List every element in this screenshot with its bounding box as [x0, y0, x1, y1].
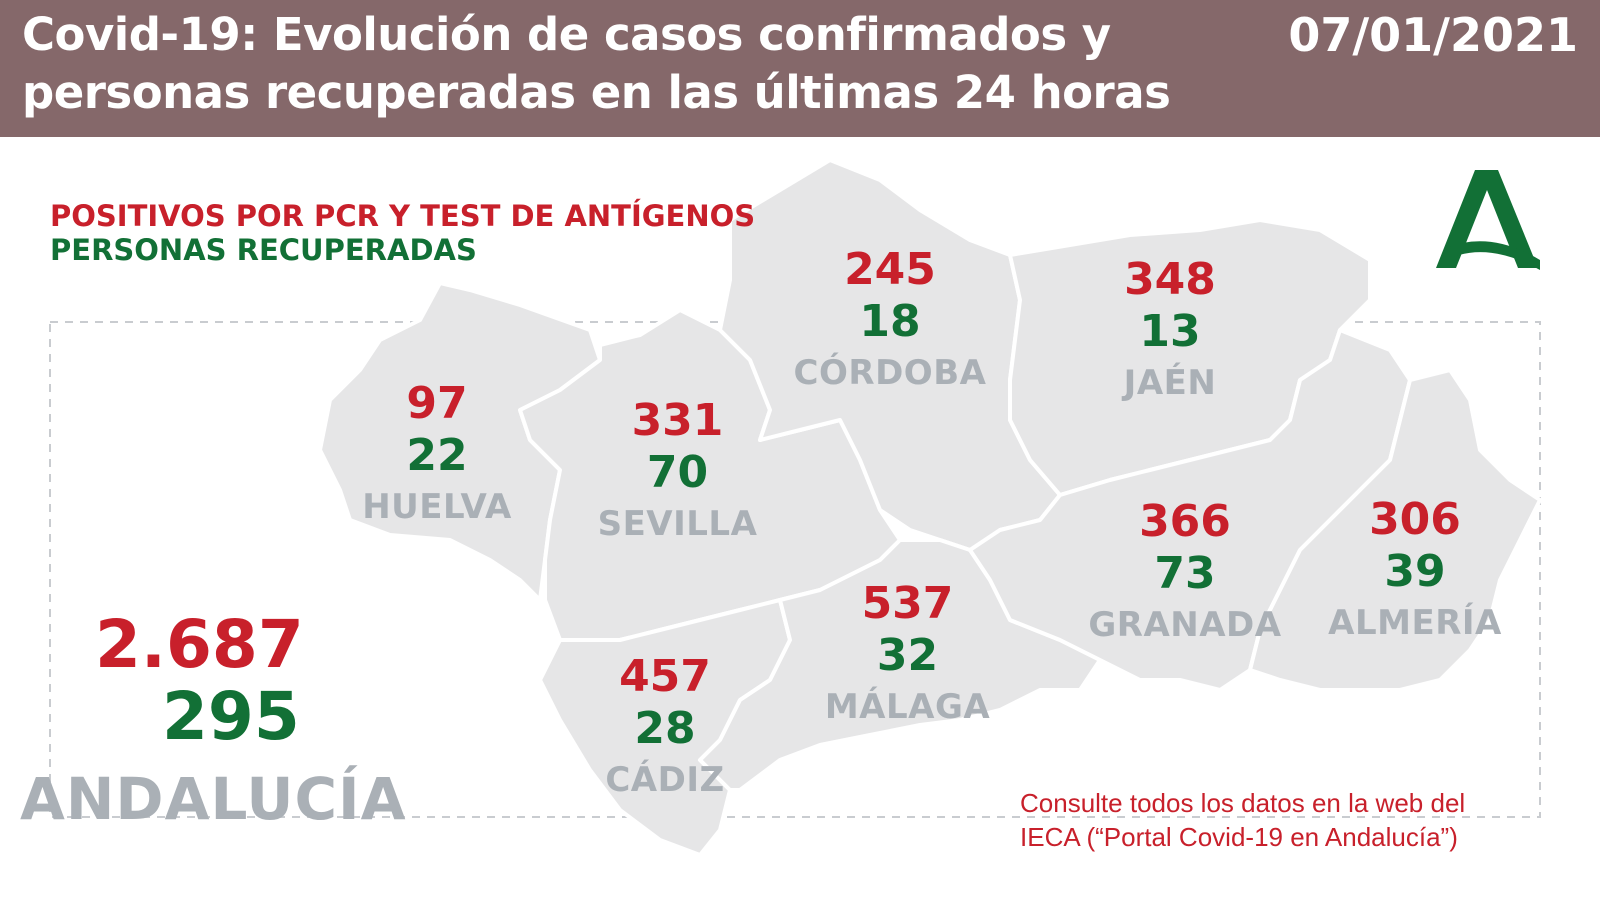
province-recovered: 28: [634, 703, 696, 754]
province-positives: 97: [406, 378, 468, 429]
header-banner: Covid-19: Evolución de casos confirmados…: [0, 0, 1600, 137]
source-footnote: Consulte todos los datos en la web del I…: [1020, 786, 1540, 854]
province-name: JAÉN: [1123, 363, 1217, 403]
province-name: SEVILLA: [597, 504, 758, 544]
region-almeria: [1248, 368, 1542, 692]
andalucia-map: [49, 158, 1542, 857]
province-recovered: 73: [1154, 548, 1216, 599]
province-recovered: 18: [859, 296, 921, 347]
map-frame-dashed: [49, 321, 1541, 818]
total-positives: 2.687: [95, 606, 304, 683]
report-date: 07/01/2021: [1288, 8, 1578, 62]
province-jaen: 348 13 JAÉN: [1090, 254, 1250, 403]
footnote-line-2: IECA (“Portal Covid-19 en Andalucía”): [1020, 822, 1458, 852]
legend-positives: POSITIVOS POR PCR Y TEST DE ANTÍGENOS: [50, 199, 756, 233]
province-positives: 537: [861, 578, 954, 629]
logo-swoosh-icon: [1446, 241, 1540, 270]
province-granada: 366 73 GRANADA: [1085, 496, 1285, 645]
footnote-line-1: Consulte todos los datos en la web del: [1020, 788, 1466, 818]
province-name: CÓRDOBA: [793, 353, 987, 393]
province-name: CÁDIZ: [605, 760, 725, 800]
province-recovered: 13: [1139, 306, 1201, 357]
province-positives: 457: [619, 651, 711, 702]
legend: POSITIVOS POR PCR Y TEST DE ANTÍGENOS PE…: [50, 199, 755, 267]
page-title: Covid-19: Evolución de casos confirmados…: [22, 6, 1202, 122]
junta-de-andalucia-logo: [1436, 170, 1540, 270]
province-cordoba: 245 18 CÓRDOBA: [790, 244, 990, 393]
total-recovered: 295: [162, 678, 300, 755]
province-malaga: 537 32 MÁLAGA: [815, 578, 1000, 727]
title-line-2: personas recuperadas en las últimas 24 h…: [22, 66, 1171, 119]
province-name: ALMERÍA: [1328, 603, 1502, 643]
province-positives: 348: [1124, 254, 1216, 305]
province-almeria: 306 39 ALMERÍA: [1315, 494, 1515, 643]
province-cadiz: 457 28 CÁDIZ: [585, 651, 745, 800]
title-line-1: Covid-19: Evolución de casos confirmados…: [22, 8, 1111, 61]
province-recovered: 22: [406, 430, 468, 481]
province-recovered: 32: [876, 630, 939, 681]
province-positives: 245: [844, 244, 936, 295]
province-name: GRANADA: [1088, 605, 1282, 645]
province-name: MÁLAGA: [824, 687, 991, 727]
province-positives: 331: [631, 395, 724, 446]
province-recovered: 70: [646, 447, 709, 498]
province-positives: 306: [1369, 494, 1461, 545]
province-recovered: 39: [1384, 546, 1446, 597]
province-positives: 366: [1139, 496, 1231, 547]
province-name: HUELVA: [362, 487, 512, 527]
province-sevilla: 331 70 SEVILLA: [585, 395, 770, 544]
province-huelva: 97 22 HUELVA: [352, 378, 522, 527]
region-total-name: ANDALUCÍA: [20, 765, 407, 833]
legend-recovered: PERSONAS RECUPERADAS: [50, 233, 477, 267]
